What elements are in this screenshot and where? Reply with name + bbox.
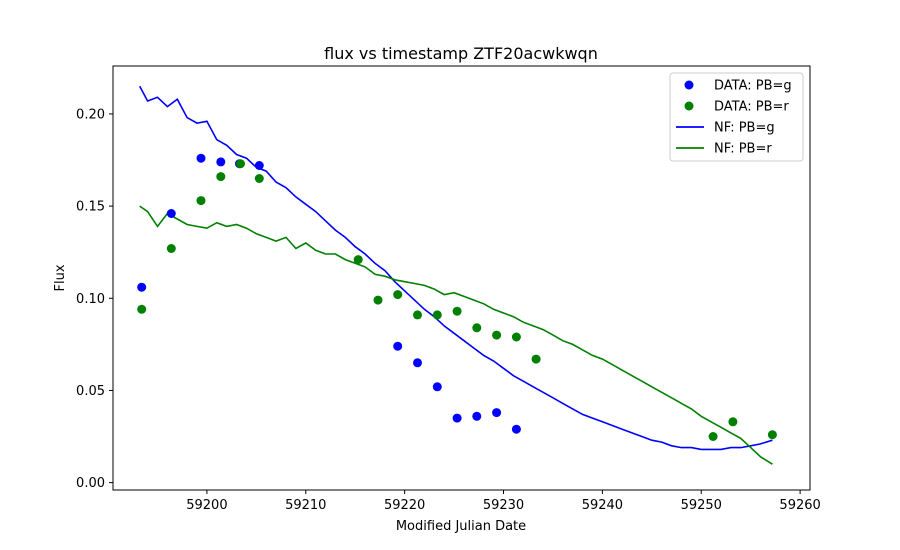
x-tick-label: 59230: [483, 498, 524, 513]
data-point-g: [452, 413, 462, 423]
plot-area: [137, 85, 777, 465]
x-tick-label: 59240: [582, 498, 623, 513]
data-point-g: [432, 382, 442, 392]
legend-box: [669, 72, 804, 162]
data-point-g: [413, 358, 422, 368]
data-point-g: [166, 209, 176, 218]
data-point-g: [393, 341, 403, 351]
legend-label: DATA: PB=r: [714, 100, 789, 115]
legend-marker-r: [684, 101, 694, 111]
data-point-r: [492, 330, 502, 340]
y-tick-label: 0.00: [76, 476, 105, 491]
chart-title: flux vs timestamp ZTF20acwkwqn: [324, 44, 598, 63]
data-point-r: [413, 310, 422, 320]
y-tick-label: 0.15: [76, 200, 105, 215]
x-tick-label: 59250: [681, 498, 722, 513]
legend-label: NF: PB=g: [714, 121, 775, 136]
series-line-r: [139, 205, 773, 465]
x-tick-label: 59200: [186, 498, 227, 513]
legend-label: NF: PB=r: [714, 142, 772, 157]
x-axis-label: Modified Julian Date: [396, 519, 526, 534]
data-point-r: [254, 174, 264, 183]
data-point-r: [531, 354, 541, 364]
data-point-r: [373, 295, 383, 305]
data-point-r: [472, 323, 482, 333]
y-tick-label: 0.10: [76, 292, 105, 307]
data-point-r: [196, 196, 206, 206]
data-point-g: [137, 282, 147, 292]
data-point-r: [452, 306, 462, 316]
data-point-g: [511, 424, 521, 434]
y-axis-label: Flux: [53, 264, 68, 291]
x-axis: 59200 59210 59220 59230 59240 59250 59260: [186, 490, 821, 513]
y-tick-label: 0.05: [76, 384, 105, 399]
data-point-r: [393, 290, 403, 300]
x-tick-label: 59220: [384, 498, 425, 513]
x-tick-label: 59260: [779, 498, 820, 513]
data-point-r: [166, 244, 176, 253]
data-point-r: [236, 159, 245, 169]
data-point-g: [216, 157, 226, 167]
data-point-r: [353, 255, 363, 265]
y-axis: 0.00 0.05 0.10 0.15 0.20: [76, 107, 113, 491]
legend-marker-g: [684, 80, 694, 90]
data-point-g: [492, 408, 502, 418]
legend-label: DATA: PB=g: [714, 79, 792, 94]
data-point-r: [511, 332, 521, 342]
data-point-g: [472, 411, 482, 421]
y-tick-label: 0.20: [76, 107, 105, 122]
series-line-g: [138, 85, 773, 451]
data-point-g: [196, 153, 206, 163]
data-point-r: [432, 310, 442, 320]
data-point-r: [708, 432, 718, 441]
data-point-r: [216, 172, 226, 182]
data-point-r: [137, 304, 147, 314]
data-point-g: [254, 161, 264, 170]
data-point-r: [767, 430, 777, 440]
axes-frame: [112, 65, 811, 491]
x-tick-label: 59210: [285, 498, 326, 513]
data-point-r: [728, 417, 738, 427]
legend: DATA: PB=g DATA: PB=r NF: PB=g NF: PB=r: [669, 72, 804, 162]
